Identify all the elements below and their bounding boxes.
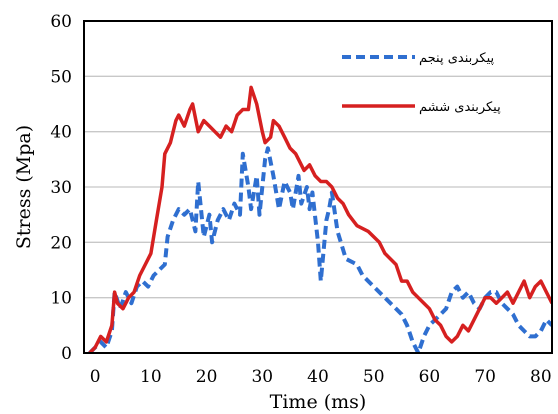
x-tick-label: 30 <box>251 367 273 387</box>
x-tick-label: 70 <box>474 367 496 387</box>
legend-label-1: پیکربندی پنجم <box>419 51 495 66</box>
x-tick-label: 10 <box>140 367 162 387</box>
x-tick-label: 40 <box>307 367 329 387</box>
series-line-2 <box>88 85 552 353</box>
series-lines <box>88 85 552 353</box>
x-tick-labels: 0 10 20 30 40 50 60 70 80 <box>90 367 552 387</box>
x-tick-label: 80 <box>530 367 552 387</box>
y-tick-label: 20 <box>50 233 72 253</box>
x-tick-label: 0 <box>90 367 101 387</box>
x-tick-label: 20 <box>196 367 218 387</box>
legend-label-2: پیکربندی ششم <box>419 100 501 115</box>
y-tick-label: 10 <box>50 289 72 309</box>
x-tick-label: 50 <box>363 367 385 387</box>
series-line-1 <box>88 146 552 353</box>
y-tick-labels: 0 10 20 30 40 50 60 <box>50 12 72 364</box>
y-axis-title: Stress (Mpa) <box>13 125 35 249</box>
x-axis-title: Time (ms) <box>270 391 367 413</box>
y-tick-label: 30 <box>50 178 72 198</box>
y-tick-label: 60 <box>50 12 72 32</box>
legend: پیکربندی پنجم پیکربندی ششم <box>342 51 501 115</box>
y-tick-label: 0 <box>61 344 72 364</box>
y-tick-label: 50 <box>50 67 72 87</box>
plot-frame <box>83 20 553 354</box>
y-tick-label: 40 <box>50 123 72 143</box>
x-tick-label: 60 <box>419 367 441 387</box>
